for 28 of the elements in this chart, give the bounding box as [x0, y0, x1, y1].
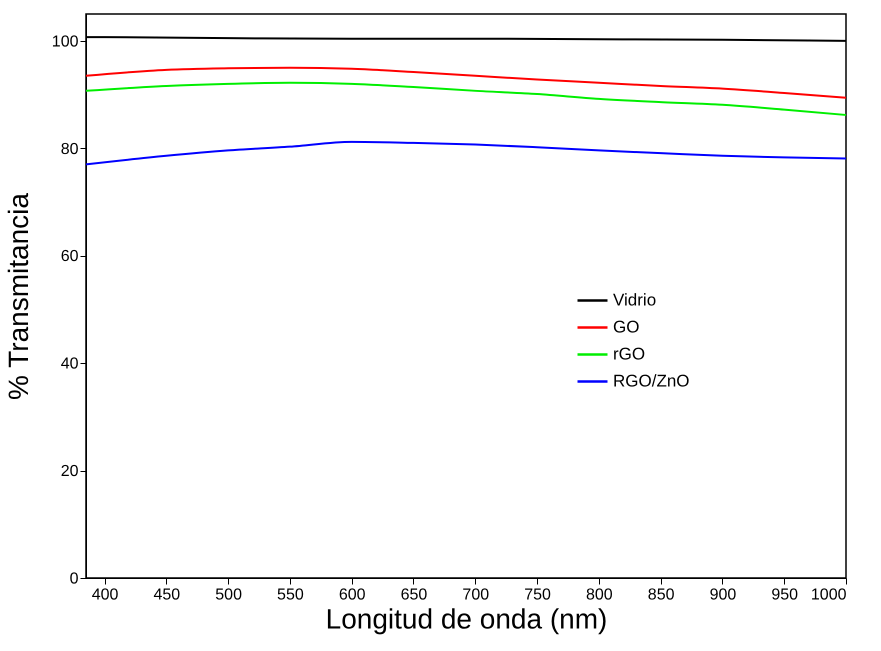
x-tick-label: 700 — [462, 586, 490, 604]
x-axis-title: Longitud de onda (nm) — [326, 604, 608, 634]
x-tick-label: 1000 — [810, 586, 847, 604]
line-series — [85, 140, 847, 166]
legend-label: RGO/ZnO — [613, 372, 690, 390]
y-tick-label: 20 — [60, 463, 79, 480]
x-tick-label: 850 — [648, 586, 675, 604]
x-tick-label: 450 — [153, 586, 180, 604]
x-tick-label: 600 — [338, 586, 366, 604]
line-series — [85, 82, 847, 116]
line-series — [85, 66, 847, 99]
x-tick-label: 800 — [586, 586, 613, 604]
y-tick-label: 80 — [60, 140, 79, 158]
y-tick-label: 40 — [60, 356, 79, 373]
y-tick-label: 60 — [60, 248, 79, 266]
x-tick-label: 900 — [710, 586, 736, 604]
y-tick-label: 0 — [70, 570, 79, 588]
x-tick-label: 400 — [92, 586, 118, 604]
x-tick-label: 550 — [277, 586, 304, 604]
x-tick-label: 500 — [215, 586, 242, 604]
y-tick-label: 100 — [52, 33, 79, 50]
legend-label: rGO — [613, 344, 646, 364]
x-tick-label: 650 — [400, 586, 428, 604]
x-tick-label: 750 — [524, 586, 551, 604]
legend-label: Vidrio — [613, 290, 656, 310]
y-axis-title: % Transmitancia — [2, 192, 34, 400]
x-tick-label: 950 — [771, 586, 798, 604]
legend-label: GO — [613, 318, 640, 336]
